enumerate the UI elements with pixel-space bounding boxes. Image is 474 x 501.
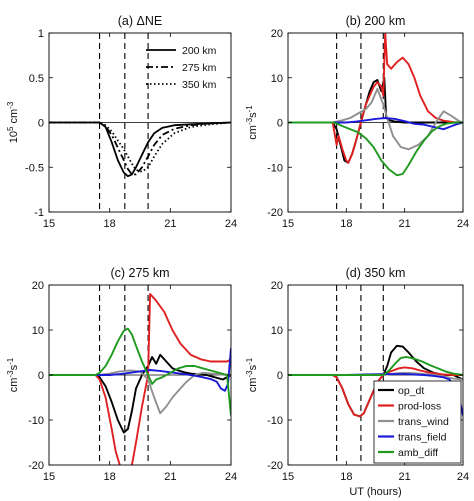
series-line-275-km xyxy=(49,121,231,176)
legend-label: trans_field xyxy=(398,432,447,444)
y-tick-label: 0 xyxy=(277,118,283,130)
y-axis-label-superscript: 5 xyxy=(6,126,15,131)
series-line-prod-loss xyxy=(49,293,231,465)
series-line-350-km xyxy=(49,121,231,173)
y-axis-label: cm-3s-1 xyxy=(6,357,20,392)
panel-title: (d) 350 km xyxy=(346,266,406,280)
y-tick-label: 20 xyxy=(271,28,283,40)
legend: op_dt prod-loss trans_wind trans_field amb_d… xyxy=(373,380,462,464)
y-tick-label: -20 xyxy=(267,460,283,472)
x-tick-label: 18 xyxy=(104,218,116,230)
y-tick-label: 0 xyxy=(38,370,44,382)
x-tick-label: 15 xyxy=(43,218,55,230)
y-axis-label-part: cm xyxy=(247,125,259,140)
x-axis-label: UT (hours) xyxy=(349,486,401,498)
x-tick-label: 15 xyxy=(282,471,294,483)
y-axis-label-superscript: -1 xyxy=(245,105,254,113)
series-line-trans-wind xyxy=(49,369,231,415)
x-tick-label: 18 xyxy=(104,471,116,483)
series-line-200-km xyxy=(49,121,231,178)
legend-label: prod-loss xyxy=(398,401,441,413)
y-axis-label-part: cm xyxy=(247,378,259,393)
y-tick-label: -20 xyxy=(28,460,44,472)
y-tick-label: 0.5 xyxy=(29,73,44,85)
y-tick-label: -10 xyxy=(28,415,44,427)
series-line-trans-field xyxy=(49,347,231,392)
y-axis-label: cm-3s-1 xyxy=(245,105,259,140)
legend-label: 200 km xyxy=(182,45,217,57)
panel-c: (c) 275 km 15 18 21 24 -20 -10 0 10 20 cm-3s-1 xyxy=(6,266,237,483)
y-tick-label: -1 xyxy=(34,207,44,219)
plot-area xyxy=(288,33,463,212)
x-tick-label: 18 xyxy=(340,471,352,483)
y-tick-label: -20 xyxy=(267,207,283,219)
series-line-amb-diff xyxy=(288,356,463,376)
y-axis-label-part: cm xyxy=(8,109,20,127)
y-axis-label-superscript: -3 xyxy=(245,370,254,378)
panel-title: (c) 275 km xyxy=(110,266,169,280)
y-tick-label: 20 xyxy=(32,280,44,292)
plot-area xyxy=(49,285,231,465)
panel-d: (d) 350 km 15 18 21 24 -20 -10 0 10 20 cm-3s-1 UT (… xyxy=(245,266,469,498)
y-axis-label-superscript: -3 xyxy=(6,370,15,378)
series-line-prod-loss xyxy=(288,33,463,164)
panel-title: (a) ΔNE xyxy=(118,14,162,28)
series-line-amb-diff xyxy=(49,327,231,416)
legend-label: 350 km xyxy=(182,79,217,91)
x-tick-label: 15 xyxy=(282,218,294,230)
y-axis-label-superscript: -3 xyxy=(245,117,254,125)
panel-a: (a) ΔNE 15 18 21 24 -1 -0.5 0 0.5 1 105 cm-3 200 km… xyxy=(6,14,237,230)
y-tick-label: 10 xyxy=(271,325,283,337)
x-tick-label: 24 xyxy=(225,218,237,230)
series-line-trans-field xyxy=(288,117,463,131)
panel-title: (b) 200 km xyxy=(346,14,406,28)
y-tick-label: -0.5 xyxy=(25,162,44,174)
x-tick-label: 24 xyxy=(225,471,237,483)
y-tick-label: 1 xyxy=(38,28,44,40)
series-line-op-dt xyxy=(288,76,463,164)
y-axis-label-part: cm xyxy=(8,378,20,393)
series-line-amb-diff xyxy=(288,121,463,177)
legend-label: amb_diff xyxy=(398,447,438,459)
legend: 200 km 275 km 350 km xyxy=(146,45,217,91)
y-axis-label-part: s xyxy=(247,112,259,118)
panel-b: (b) 200 km 15 18 21 24 -20 -10 0 10 20 cm-3s-1 xyxy=(245,14,469,230)
y-axis-label: 105 cm-3 xyxy=(6,101,20,143)
y-tick-label: 0 xyxy=(38,118,44,130)
legend-label: trans_wind xyxy=(398,416,449,428)
y-tick-label: 0 xyxy=(277,370,283,382)
x-tick-label: 24 xyxy=(457,218,469,230)
legend-label: op_dt xyxy=(398,385,424,397)
legend-label: 275 km xyxy=(182,62,217,74)
y-axis-label: cm-3s-1 xyxy=(245,357,259,392)
y-tick-label: -10 xyxy=(267,415,283,427)
y-axis-label-superscript: -3 xyxy=(6,101,15,109)
x-tick-label: 24 xyxy=(457,471,469,483)
y-tick-label: 10 xyxy=(271,73,283,85)
x-tick-label: 21 xyxy=(164,218,176,230)
y-axis-label-superscript: -1 xyxy=(245,357,254,365)
y-axis-label-superscript: -1 xyxy=(6,357,15,365)
y-tick-label: -10 xyxy=(267,162,283,174)
x-tick-label: 15 xyxy=(43,471,55,483)
x-tick-label: 21 xyxy=(164,471,176,483)
x-tick-label: 18 xyxy=(340,218,352,230)
y-axis-label-part: s xyxy=(247,364,259,370)
plot-area xyxy=(49,33,231,212)
x-tick-label: 21 xyxy=(399,471,411,483)
y-axis-label-part: 10 xyxy=(8,131,20,143)
y-tick-label: 10 xyxy=(32,325,44,337)
x-tick-label: 21 xyxy=(399,218,411,230)
y-tick-label: 20 xyxy=(271,280,283,292)
y-axis-label-part: s xyxy=(8,364,20,370)
